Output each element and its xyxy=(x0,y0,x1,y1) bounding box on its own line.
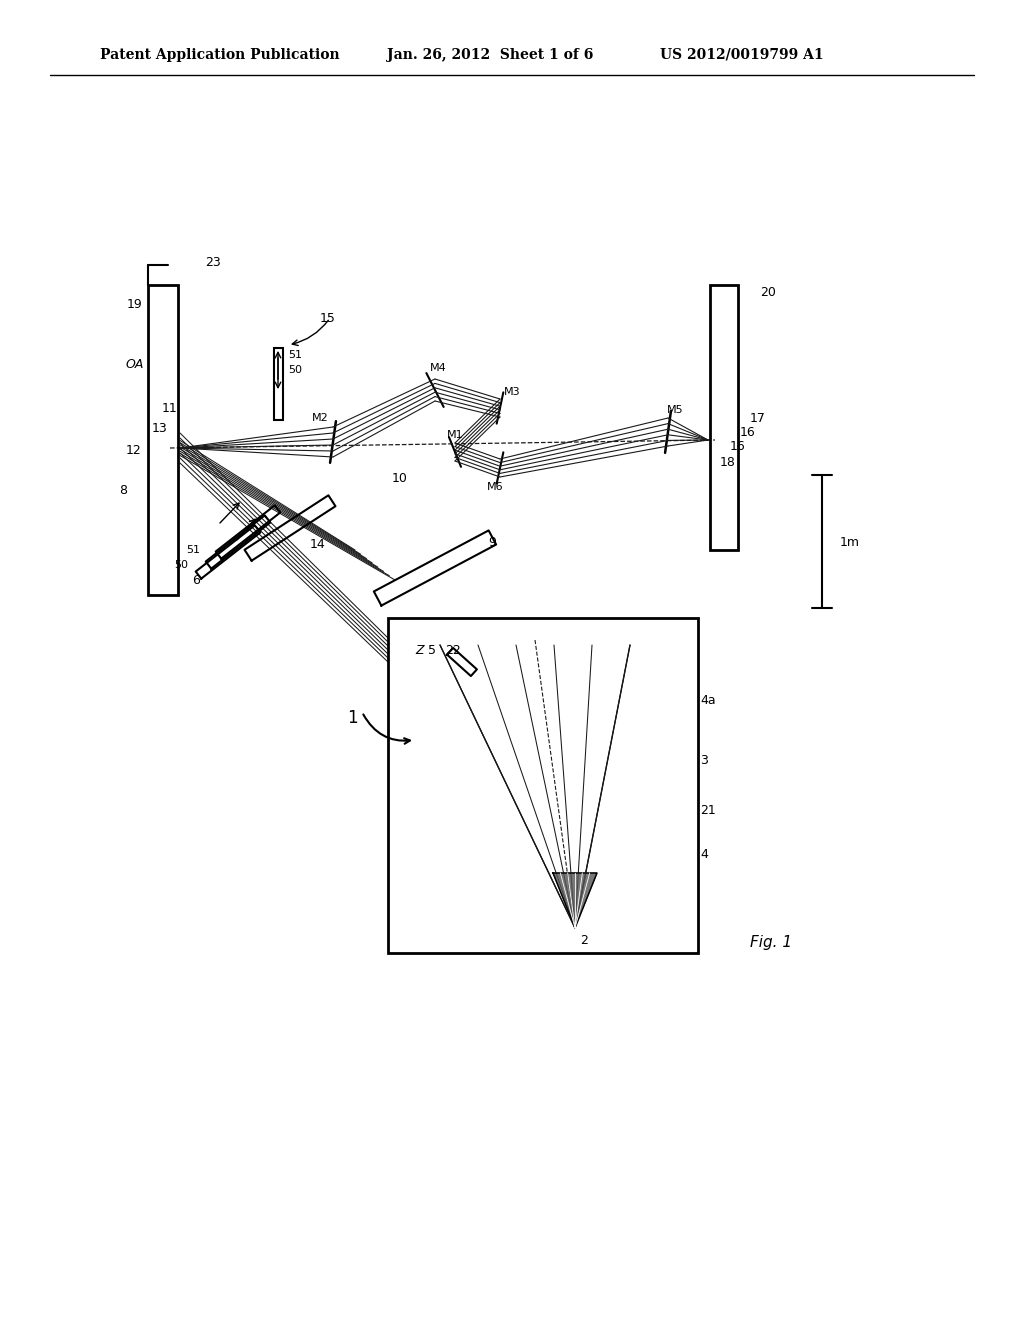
Text: 17: 17 xyxy=(750,412,766,425)
Text: Fig. 1: Fig. 1 xyxy=(750,935,793,949)
Bar xyxy=(388,618,698,953)
Text: 19: 19 xyxy=(126,298,142,312)
Text: 18: 18 xyxy=(720,455,736,469)
Text: M5: M5 xyxy=(667,405,683,414)
Text: 3: 3 xyxy=(700,754,708,767)
Text: 12: 12 xyxy=(125,444,141,457)
Text: 1m: 1m xyxy=(840,536,860,549)
Text: Z: Z xyxy=(415,644,424,656)
Text: 20: 20 xyxy=(760,286,776,300)
Text: 1: 1 xyxy=(347,709,358,727)
Text: 4a: 4a xyxy=(700,693,716,706)
Text: 4: 4 xyxy=(700,849,708,862)
Text: Patent Application Publication: Patent Application Publication xyxy=(100,48,340,62)
Text: Jan. 26, 2012  Sheet 1 of 6: Jan. 26, 2012 Sheet 1 of 6 xyxy=(387,48,593,62)
Text: 23: 23 xyxy=(205,256,221,268)
Bar xyxy=(274,348,283,420)
Text: 14: 14 xyxy=(310,539,326,552)
Polygon shape xyxy=(553,873,597,928)
Text: 2: 2 xyxy=(580,933,588,946)
Text: M6: M6 xyxy=(486,482,504,492)
Text: 10: 10 xyxy=(392,471,408,484)
Text: 11: 11 xyxy=(162,401,178,414)
Text: 21: 21 xyxy=(700,804,716,817)
Text: 50: 50 xyxy=(288,366,302,375)
Text: M4: M4 xyxy=(430,363,446,374)
Text: 16: 16 xyxy=(730,440,745,453)
Bar xyxy=(710,285,738,550)
Text: US 2012/0019799 A1: US 2012/0019799 A1 xyxy=(660,48,823,62)
Text: 15: 15 xyxy=(319,312,336,325)
Text: 13: 13 xyxy=(152,421,168,434)
Text: 8: 8 xyxy=(119,483,127,496)
Text: 22: 22 xyxy=(445,644,461,656)
Text: OA: OA xyxy=(126,359,144,371)
Text: 9: 9 xyxy=(488,536,496,549)
Text: M3: M3 xyxy=(504,387,520,397)
Text: M2: M2 xyxy=(311,413,329,422)
Bar xyxy=(148,285,178,595)
Text: 6: 6 xyxy=(193,573,200,586)
Text: 51: 51 xyxy=(288,350,302,360)
Text: 51: 51 xyxy=(186,545,200,554)
Text: 50: 50 xyxy=(174,560,188,570)
Text: M1: M1 xyxy=(446,430,463,440)
Text: 16: 16 xyxy=(740,425,756,438)
Text: 5: 5 xyxy=(428,644,436,656)
